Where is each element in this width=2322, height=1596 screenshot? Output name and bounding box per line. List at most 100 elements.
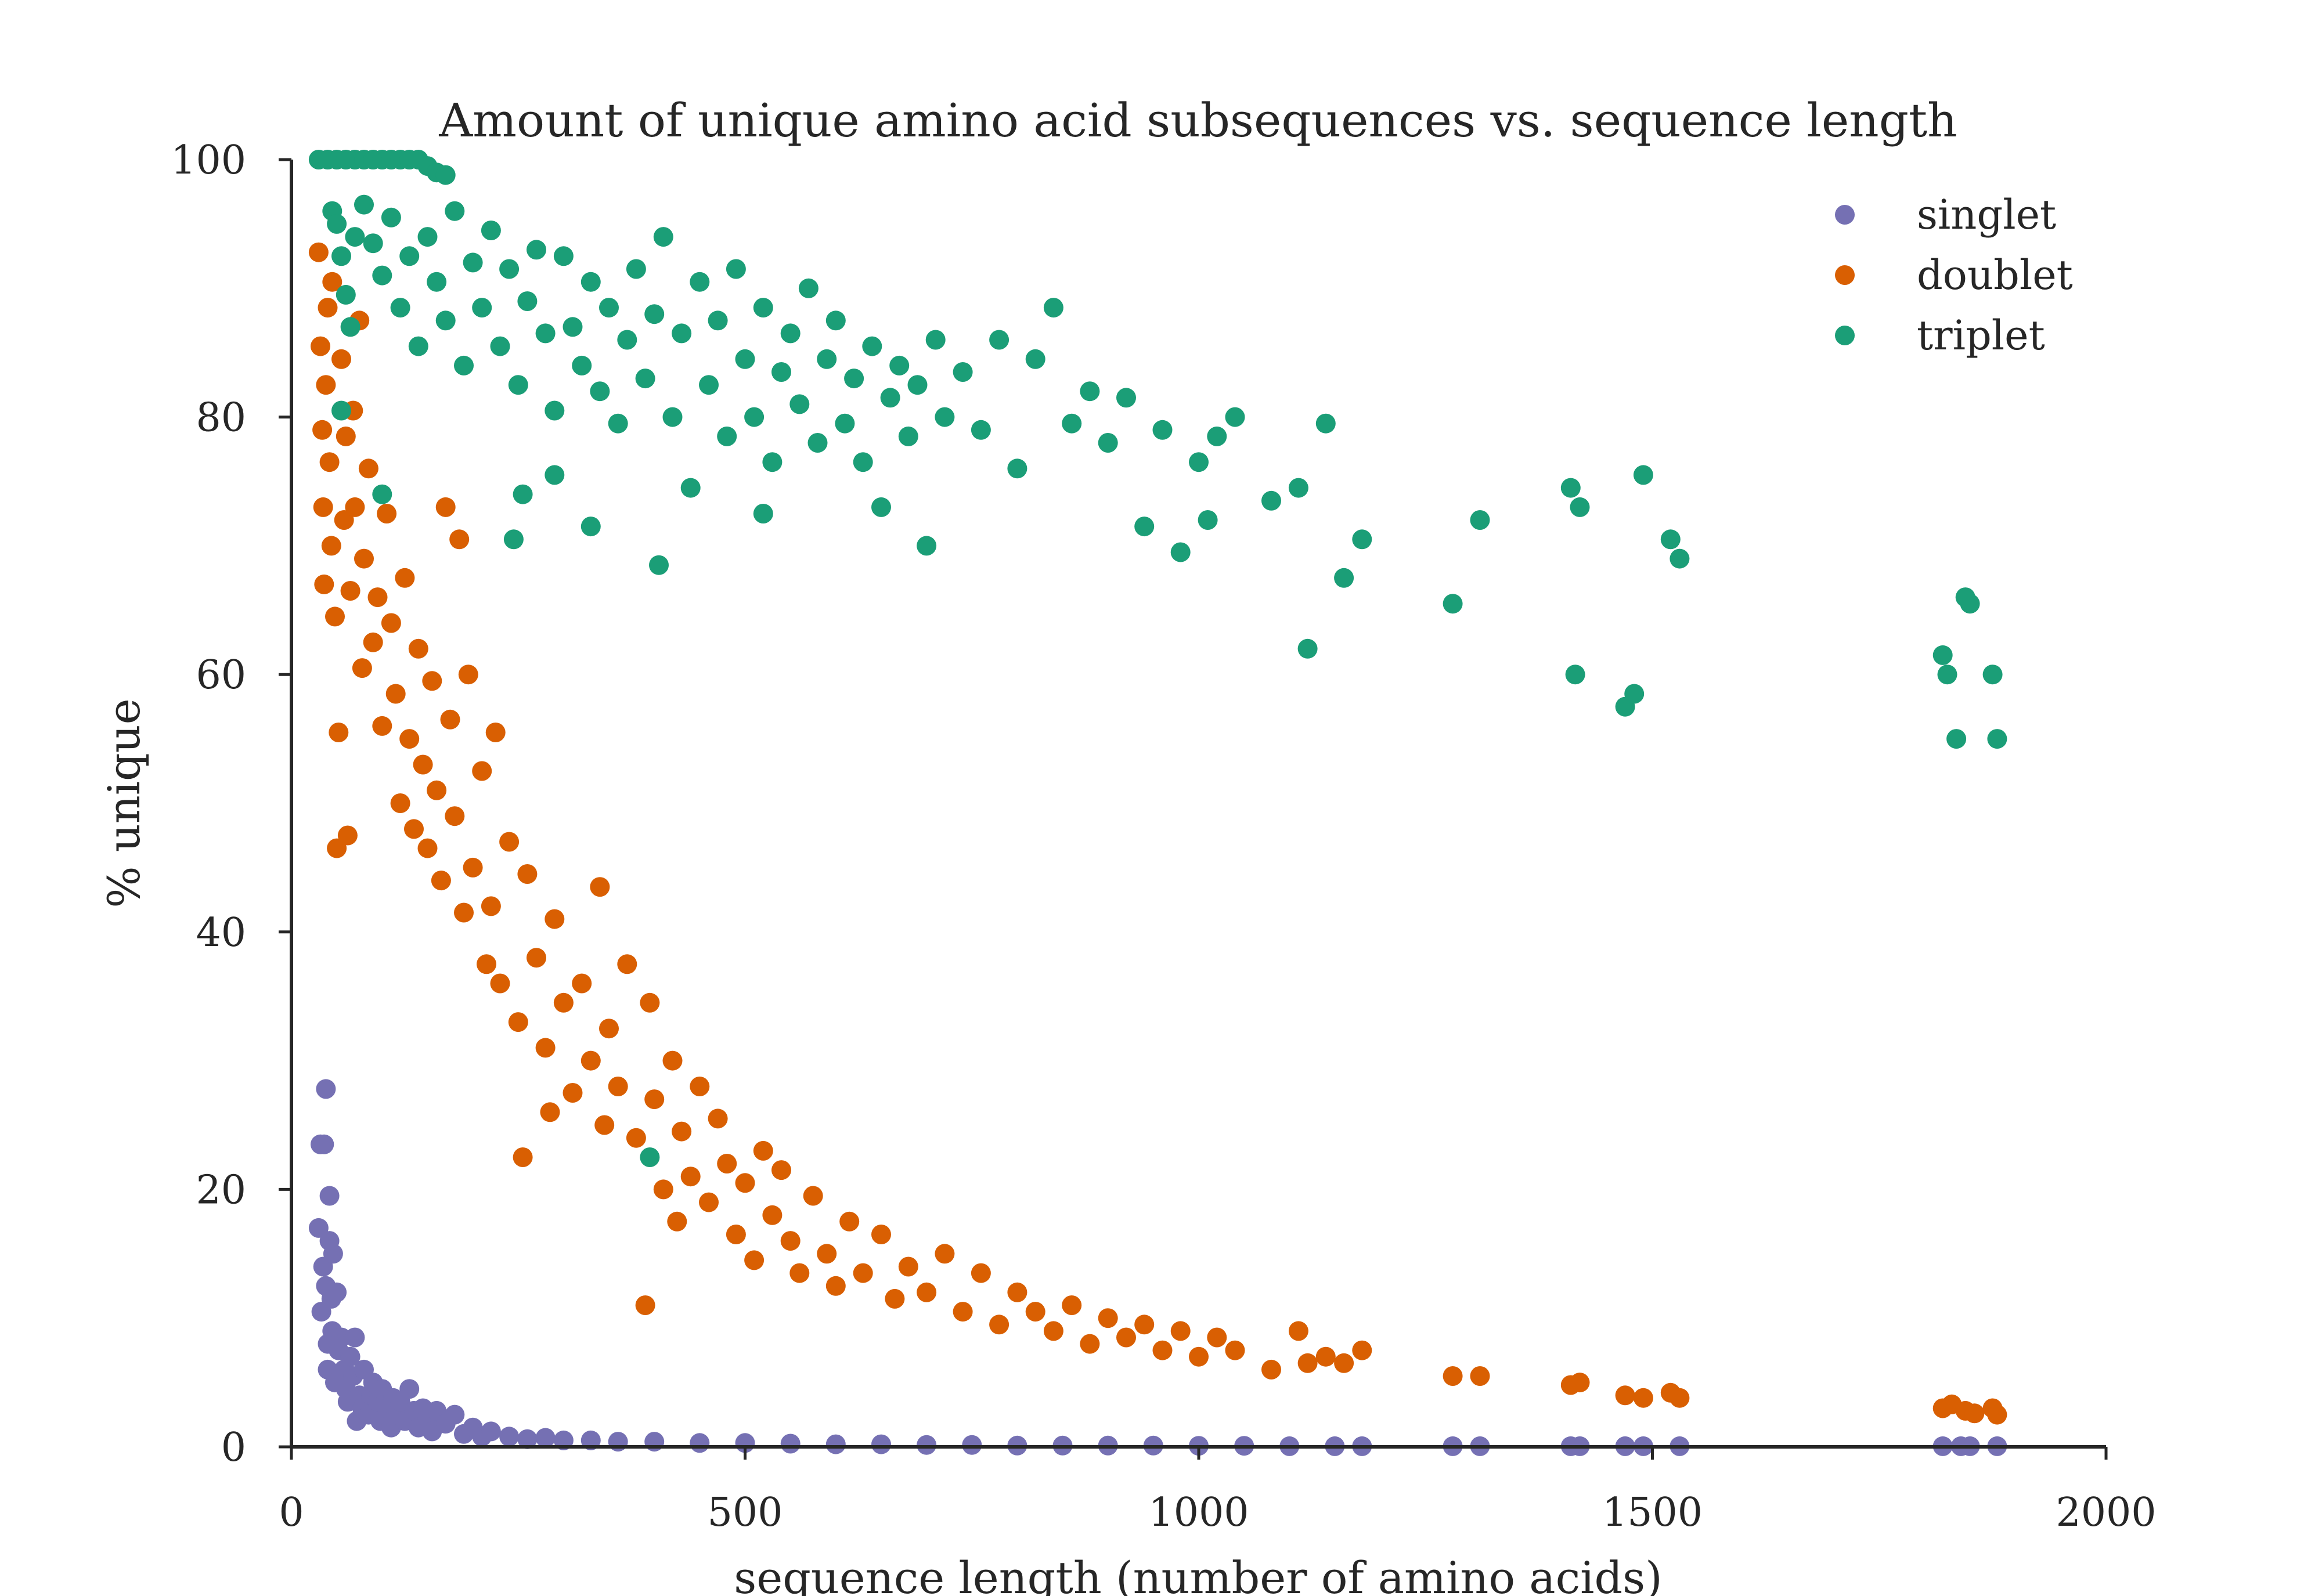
data-point-doublet (1670, 1388, 1690, 1408)
data-point-doublet (1134, 1315, 1155, 1335)
data-point-doublet (312, 420, 333, 440)
data-point-doublet (885, 1288, 905, 1309)
data-point-singlet (345, 1327, 365, 1348)
data-point-doublet (367, 587, 388, 608)
legend-marker-singlet (1835, 205, 1855, 225)
data-point-triplet (1225, 407, 1245, 427)
data-point-triplet (1198, 510, 1218, 530)
data-point-doublet (440, 709, 460, 730)
data-point-triplet (481, 221, 501, 240)
data-point-triplet (798, 278, 819, 298)
data-point-doublet (445, 806, 465, 826)
legend-label-doublet: doublet (1917, 251, 2073, 299)
data-point-doublet (535, 1038, 556, 1058)
data-point-doublet (321, 536, 341, 556)
data-point-triplet (771, 362, 791, 382)
data-point-triplet (580, 272, 601, 292)
data-point-doublet (327, 838, 347, 858)
data-point-triplet (640, 1147, 660, 1167)
series-triplet (308, 150, 2007, 1167)
data-point-triplet (699, 375, 719, 395)
data-point-doublet (1334, 1353, 1354, 1373)
data-point-triplet (445, 201, 465, 221)
data-point-doublet (1570, 1373, 1590, 1393)
data-point-doublet (1025, 1302, 1045, 1322)
data-point-triplet (435, 310, 456, 331)
data-point-doublet (449, 529, 470, 550)
data-point-doublet (1116, 1327, 1136, 1348)
y-tick-label: 80 (196, 395, 246, 441)
data-point-triplet (608, 413, 628, 434)
data-point-doublet (311, 336, 330, 356)
data-point-doublet (594, 1115, 615, 1135)
data-point-triplet (1080, 381, 1100, 402)
data-point-doublet (1615, 1385, 1635, 1406)
data-point-triplet (372, 484, 392, 504)
data-point-singlet (825, 1434, 846, 1454)
data-point-doublet (325, 606, 345, 627)
data-point-triplet (1116, 388, 1136, 408)
data-point-doublet (971, 1263, 991, 1283)
data-point-triplet (399, 246, 420, 266)
data-point-triplet (345, 227, 365, 247)
data-point-doublet (771, 1160, 791, 1180)
data-point-doublet (408, 638, 428, 659)
data-point-triplet (354, 194, 374, 215)
series-singlet (308, 1079, 2007, 1456)
legend-label-singlet: singlet (1917, 191, 2056, 239)
data-point-triplet (649, 555, 669, 575)
data-point-triplet (463, 252, 483, 273)
data-point-doublet (513, 1147, 533, 1167)
data-point-triplet (1624, 684, 1645, 704)
data-point-triplet (644, 304, 665, 324)
data-point-singlet (323, 1244, 343, 1264)
data-point-triplet (989, 330, 1009, 350)
data-point-triplet (435, 165, 456, 185)
data-point-doublet (1443, 1366, 1463, 1386)
data-point-triplet (1960, 594, 1980, 614)
data-point-doublet (318, 298, 338, 318)
data-point-singlet (327, 1282, 347, 1302)
data-point-triplet (1352, 529, 1372, 550)
data-point-triplet (1207, 426, 1227, 446)
data-point-triplet (1560, 478, 1581, 498)
data-point-triplet (1334, 568, 1354, 588)
data-point-triplet (490, 336, 510, 356)
data-point-doublet (667, 1211, 687, 1232)
data-point-doublet (435, 497, 456, 517)
data-point-doublet (485, 723, 506, 742)
data-point-doublet (377, 504, 397, 523)
data-point-triplet (390, 298, 410, 318)
data-point-doublet (314, 574, 334, 594)
data-point-triplet (935, 407, 955, 427)
data-point-doublet (358, 458, 378, 479)
data-point-doublet (413, 754, 433, 775)
data-point-doublet (672, 1121, 692, 1142)
data-point-triplet (1443, 594, 1463, 614)
data-point-doublet (1007, 1282, 1027, 1302)
data-point-triplet (680, 478, 701, 498)
data-point-triplet (513, 484, 533, 504)
data-point-doublet (1062, 1295, 1082, 1315)
data-point-doublet (458, 665, 478, 685)
data-point-singlet (481, 1421, 501, 1442)
data-point-doublet (345, 497, 365, 517)
data-point-doublet (308, 242, 329, 262)
data-point-triplet (508, 375, 528, 395)
data-point-doublet (363, 632, 383, 652)
data-point-doublet (499, 832, 520, 852)
data-point-doublet (735, 1173, 755, 1193)
data-point-doublet (953, 1302, 973, 1322)
data-point-triplet (880, 388, 900, 408)
data-point-triplet (1043, 298, 1063, 318)
data-point-doublet (553, 992, 574, 1013)
data-point-doublet (989, 1315, 1009, 1335)
data-point-doublet (340, 581, 360, 601)
data-point-doublet (617, 954, 637, 974)
data-point-doublet (329, 723, 349, 742)
data-point-doublet (352, 658, 372, 678)
data-point-singlet (962, 1435, 982, 1455)
x-tick-label: 2000 (2056, 1490, 2156, 1536)
x-tick-label: 1000 (1148, 1490, 1249, 1536)
data-point-triplet (662, 407, 683, 427)
